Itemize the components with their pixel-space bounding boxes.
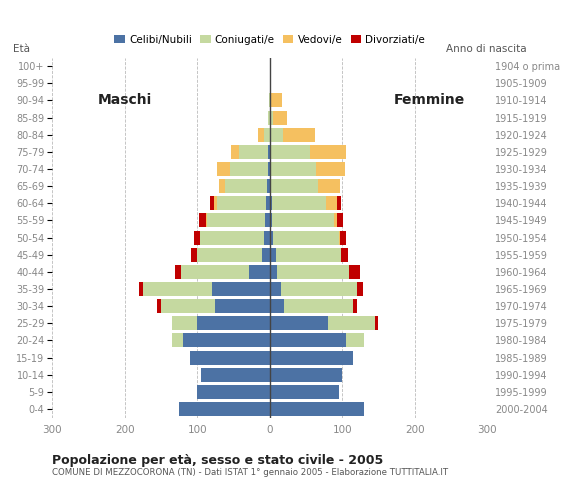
Bar	[277, 265, 349, 279]
Text: Popolazione per età, sesso e stato civile - 2005: Popolazione per età, sesso e stato civil…	[52, 454, 383, 467]
Bar	[270, 179, 271, 193]
Bar	[215, 299, 270, 313]
Bar	[191, 248, 197, 262]
Bar	[207, 214, 265, 228]
Bar	[349, 265, 360, 279]
Bar	[270, 214, 272, 228]
Bar	[268, 110, 270, 125]
Bar	[179, 402, 270, 416]
Bar	[284, 299, 353, 313]
Bar	[318, 179, 340, 193]
Bar	[316, 162, 345, 176]
Bar	[190, 350, 270, 365]
Bar	[270, 265, 277, 279]
Bar	[283, 128, 316, 142]
Bar	[273, 110, 287, 125]
Bar	[266, 196, 270, 210]
Bar	[270, 402, 364, 416]
Text: Anno di nascita: Anno di nascita	[445, 44, 527, 54]
Text: COMUNE DI MEZZOCORONA (TN) - Dati ISTAT 1° gennaio 2005 - Elaborazione TUTTITALI: COMUNE DI MEZZOCORONA (TN) - Dati ISTAT …	[52, 468, 448, 477]
Bar	[270, 350, 353, 365]
Bar	[270, 196, 272, 210]
Bar	[337, 214, 343, 228]
Bar	[270, 230, 273, 245]
Bar	[264, 128, 270, 142]
Bar	[270, 299, 284, 313]
Text: Maschi: Maschi	[97, 94, 152, 108]
Bar	[328, 316, 375, 330]
Bar	[270, 162, 271, 176]
Bar	[270, 316, 328, 330]
Bar	[326, 196, 337, 210]
Bar	[267, 179, 270, 193]
Bar	[310, 145, 346, 159]
Bar	[265, 214, 270, 228]
Bar	[139, 282, 143, 296]
Bar	[271, 162, 316, 176]
Bar	[157, 299, 161, 313]
Bar	[270, 110, 273, 125]
Bar	[334, 214, 337, 228]
Bar	[264, 230, 270, 245]
Bar	[206, 214, 207, 228]
Bar	[270, 334, 346, 348]
Bar	[270, 94, 271, 108]
Bar	[214, 196, 217, 210]
Bar	[272, 196, 326, 210]
Bar	[143, 282, 212, 296]
Bar	[231, 145, 239, 159]
Bar	[230, 162, 267, 176]
Bar	[353, 299, 357, 313]
Legend: Celibi/Nubili, Coniugati/e, Vedovi/e, Divorziati/e: Celibi/Nubili, Coniugati/e, Vedovi/e, Di…	[110, 30, 429, 49]
Bar	[258, 128, 264, 142]
Bar	[212, 282, 270, 296]
Bar	[271, 179, 318, 193]
Bar	[239, 145, 268, 159]
Bar	[201, 368, 270, 382]
Bar	[249, 265, 270, 279]
Bar	[172, 316, 197, 330]
Bar	[346, 334, 364, 348]
Bar	[210, 196, 214, 210]
Bar	[172, 334, 183, 348]
Bar	[219, 179, 225, 193]
Bar	[217, 196, 266, 210]
Bar	[357, 282, 362, 296]
Bar	[281, 282, 357, 296]
Bar	[198, 214, 206, 228]
Bar	[217, 162, 230, 176]
Bar	[270, 282, 281, 296]
Bar	[267, 110, 268, 125]
Bar	[340, 230, 346, 245]
Bar	[271, 94, 282, 108]
Bar	[225, 179, 267, 193]
Bar	[180, 265, 249, 279]
Bar	[197, 248, 262, 262]
Bar	[269, 94, 270, 108]
Bar	[273, 230, 339, 245]
Bar	[175, 265, 180, 279]
Bar	[341, 248, 348, 262]
Bar	[270, 368, 342, 382]
Bar	[197, 316, 270, 330]
Bar	[197, 385, 270, 399]
Bar	[272, 214, 334, 228]
Bar	[270, 385, 339, 399]
Bar	[262, 248, 270, 262]
Bar	[339, 230, 340, 245]
Bar	[337, 196, 341, 210]
Bar	[270, 145, 310, 159]
Bar	[183, 334, 270, 348]
Text: Femmine: Femmine	[394, 94, 465, 108]
Bar	[276, 248, 341, 262]
Text: Età: Età	[13, 44, 30, 54]
Bar	[194, 230, 200, 245]
Bar	[270, 248, 275, 262]
Bar	[161, 299, 215, 313]
Bar	[200, 230, 264, 245]
Bar	[267, 162, 270, 176]
Bar	[270, 128, 283, 142]
Bar	[375, 316, 378, 330]
Bar	[268, 145, 270, 159]
